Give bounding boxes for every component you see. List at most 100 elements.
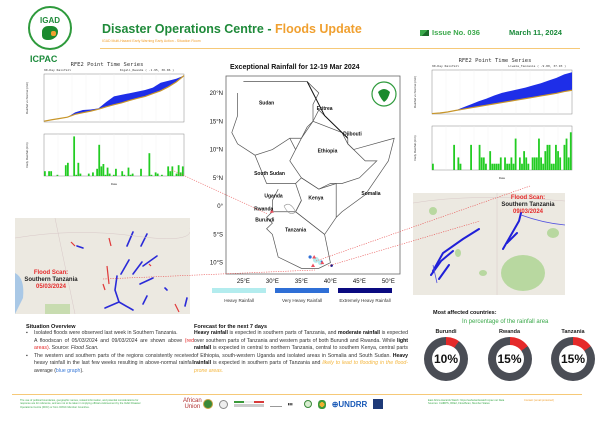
daily-rainfall-bar	[508, 163, 511, 170]
daily-rainfall-bar	[552, 163, 555, 170]
forecast-bold: moderate rainfall	[338, 330, 380, 336]
percentage-value: 10%	[432, 345, 460, 373]
title-main: Disaster Operations Centre -	[102, 22, 275, 36]
affected-subheading: In percentage of the rainfall area	[462, 319, 549, 325]
y-axis-label: Daily Rainfall (mm)	[25, 142, 29, 167]
situation-text: . Source:	[48, 345, 71, 352]
daily-rainfall-bar	[495, 163, 498, 170]
flood-marker-icon	[311, 263, 315, 268]
lat-tick-label: 15°N	[210, 119, 223, 125]
legend-label: Heavy Rainfall	[224, 298, 254, 303]
legend-swatch	[338, 288, 392, 293]
daily-rainfall-bar	[167, 166, 170, 176]
africa-icon	[378, 89, 390, 102]
flood-scan-date: 09/03/2024	[512, 209, 544, 215]
situation-point: The western and southern parts of the re…	[26, 353, 194, 376]
daily-rainfall-bar	[127, 167, 130, 176]
daily-rainfall-bar	[177, 165, 180, 176]
flood-scan-left-map	[15, 218, 190, 314]
daily-rainfall-bar	[140, 168, 142, 176]
lake-victoria	[283, 203, 296, 214]
flood-scan-date: 05/03/2024	[35, 284, 67, 290]
daily-rainfall-bar	[544, 151, 547, 170]
daily-rainfall-bar	[100, 166, 103, 176]
flood-marker-icon	[269, 209, 274, 213]
lat-tick-label: 0°	[217, 204, 223, 210]
y-axis-label: Rainfall vs Normal (mm)	[413, 76, 417, 108]
forecast-text: is expected in central to northern Tanza…	[194, 345, 408, 359]
title-highlight: Floods Update	[274, 22, 362, 36]
forecast-text: is expected in southern parts of Tanzani…	[227, 330, 338, 336]
situation-floodscan-note: A floodscan of 05/03/2024 and 09/03/2024…	[26, 338, 194, 353]
aics-logo	[233, 401, 264, 407]
daily-rainfall-bar	[131, 173, 134, 176]
panel-label: 90-Day Rainfall	[44, 68, 72, 72]
daily-rainfall-bar	[123, 174, 126, 176]
daily-rainfall-bar	[121, 171, 124, 176]
daily-rainfall-bar	[148, 153, 151, 176]
border-line	[295, 120, 378, 190]
daily-rainfall-bar	[179, 172, 182, 176]
daily-rainfall-bar	[432, 163, 434, 170]
lon-tick-label: 35°E	[295, 279, 308, 285]
chart-title: RFE2 Point Time Series	[70, 62, 144, 68]
daily-rainfall-bar	[50, 171, 53, 176]
daily-rainfall-bar	[87, 173, 90, 176]
daily-rainfall-bar	[73, 136, 76, 176]
forecast-heading: Forecast for the next 7 days	[194, 324, 268, 330]
header-divider	[100, 48, 580, 49]
forecast-warning: likely to lead to flooding in the flood-…	[194, 360, 408, 374]
situation-text: The western and southern parts of the re…	[34, 352, 194, 374]
daily-rainfall-bar	[171, 166, 174, 176]
country-label: Rwanda	[254, 207, 273, 213]
location-label: Liwale_Tanzania ( -9.80, 37.93 )	[508, 64, 566, 68]
daily-rainfall-bar	[156, 173, 159, 176]
flood-scan-label: Flood Scan: Southern Tanzania 05/03/2024	[21, 270, 81, 291]
daily-rainfall-bar	[79, 173, 82, 176]
daily-rainfall-bar	[115, 168, 117, 176]
lon-tick-label: 50°E	[382, 279, 395, 285]
daily-rainfall-bar	[548, 144, 551, 170]
daily-rainfall-bar	[161, 174, 163, 176]
legend-label: Very Heavy Rainfall	[282, 298, 322, 303]
red-areas-text: (red areas)	[34, 337, 194, 352]
daily-rainfall-bar	[154, 172, 157, 176]
igad-logo: IGAD	[28, 6, 72, 50]
situation-heading: Situation Overview	[26, 324, 76, 330]
issue-date: March 11, 2024	[509, 28, 562, 37]
daily-rainfall-bar	[493, 163, 496, 170]
liwale-chart-svg: Rainfall vs Normal (mm) Daily Rainfall (m…	[413, 69, 573, 180]
situation-point: Isolated floods were observed last week …	[26, 330, 194, 338]
daily-rainfall-bar	[106, 167, 109, 176]
au-text: African Union	[183, 398, 202, 410]
above-normal-area	[432, 72, 572, 114]
daily-rainfall-bar	[569, 132, 572, 170]
daily-rainfall-bar	[555, 144, 557, 170]
liwale-time-series: RFE2 Point Time Series 90-Day Rainfall L…	[410, 58, 580, 186]
page-subtitle: IGAD Multi-Hazard Early Warning Early Ac…	[102, 39, 201, 43]
rainfall-area	[330, 264, 333, 267]
daily-rainfall-bar	[506, 163, 509, 170]
situation-text: ).	[80, 367, 84, 374]
kigali-time-series: RFE2 Point Time Series 90-Day Rainfall K…	[22, 62, 192, 202]
country-label: Somalia	[361, 191, 380, 197]
normal-line	[431, 89, 573, 115]
affected-donuts: Burundi 10% Rwanda 15% Tanzania 15%	[422, 329, 597, 381]
kigali-chart-svg: Rainfall vs Normal (mm) Daily Rainfall (m…	[25, 73, 185, 186]
daily-rainfall-bar	[150, 174, 153, 176]
daily-rainfall-bar	[567, 157, 570, 170]
forecast-body: Heavy rainfall is expected in southern p…	[194, 330, 408, 376]
flood-scan-left: Flood Scan: Southern Tanzania 05/03/2024	[15, 218, 190, 314]
daily-rainfall-bar	[550, 163, 553, 170]
country-label: Djibouti	[343, 131, 362, 137]
daily-rainfall-bar	[77, 162, 80, 176]
y-axis-label: Daily Rainfall (mm)	[413, 135, 417, 160]
rainfall-area	[308, 255, 312, 259]
flood-scan-label: Flood Scan: Southern Tanzania 09/03/2024	[493, 195, 563, 216]
partner-logo	[269, 401, 282, 407]
country-label: Kenya	[308, 195, 323, 201]
drmkc-logo	[373, 399, 384, 409]
country-label: Uganda	[264, 194, 283, 200]
daily-rainfall-bar	[56, 174, 59, 176]
